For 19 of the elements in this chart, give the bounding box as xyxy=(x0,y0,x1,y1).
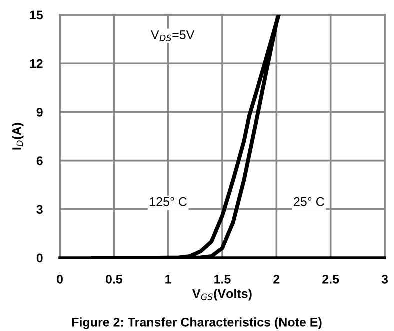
y-tick-label: 0 xyxy=(36,254,43,263)
annotation: 125° C xyxy=(150,197,188,206)
y-tick-label: 12 xyxy=(30,59,43,68)
x-axis-title: V$_{GS}$(Volts) xyxy=(192,289,252,301)
y-tick-label: 15 xyxy=(30,10,43,20)
x-tick-label: 3 xyxy=(382,274,388,284)
annotation: V$_{DS}$=5V xyxy=(151,30,195,42)
x-tick-label: 1.5 xyxy=(214,275,231,284)
x-tick-label: 1 xyxy=(166,275,172,284)
x-tick-label: 0 xyxy=(57,274,63,284)
x-tick-label: 2.5 xyxy=(322,274,340,284)
y-tick-label: 3 xyxy=(36,205,43,214)
y-tick-label: 6 xyxy=(36,156,43,166)
x-tick-label: 2 xyxy=(274,274,280,284)
annotation: 25° C xyxy=(294,197,324,206)
y-tick-label: 9 xyxy=(36,108,43,117)
x-tick-label: 0.5 xyxy=(106,274,123,284)
y-axis-title: I$_{D}$(A) xyxy=(12,123,24,150)
text: Figure 2: Transfer Characteristics (Note E) xyxy=(72,318,322,330)
